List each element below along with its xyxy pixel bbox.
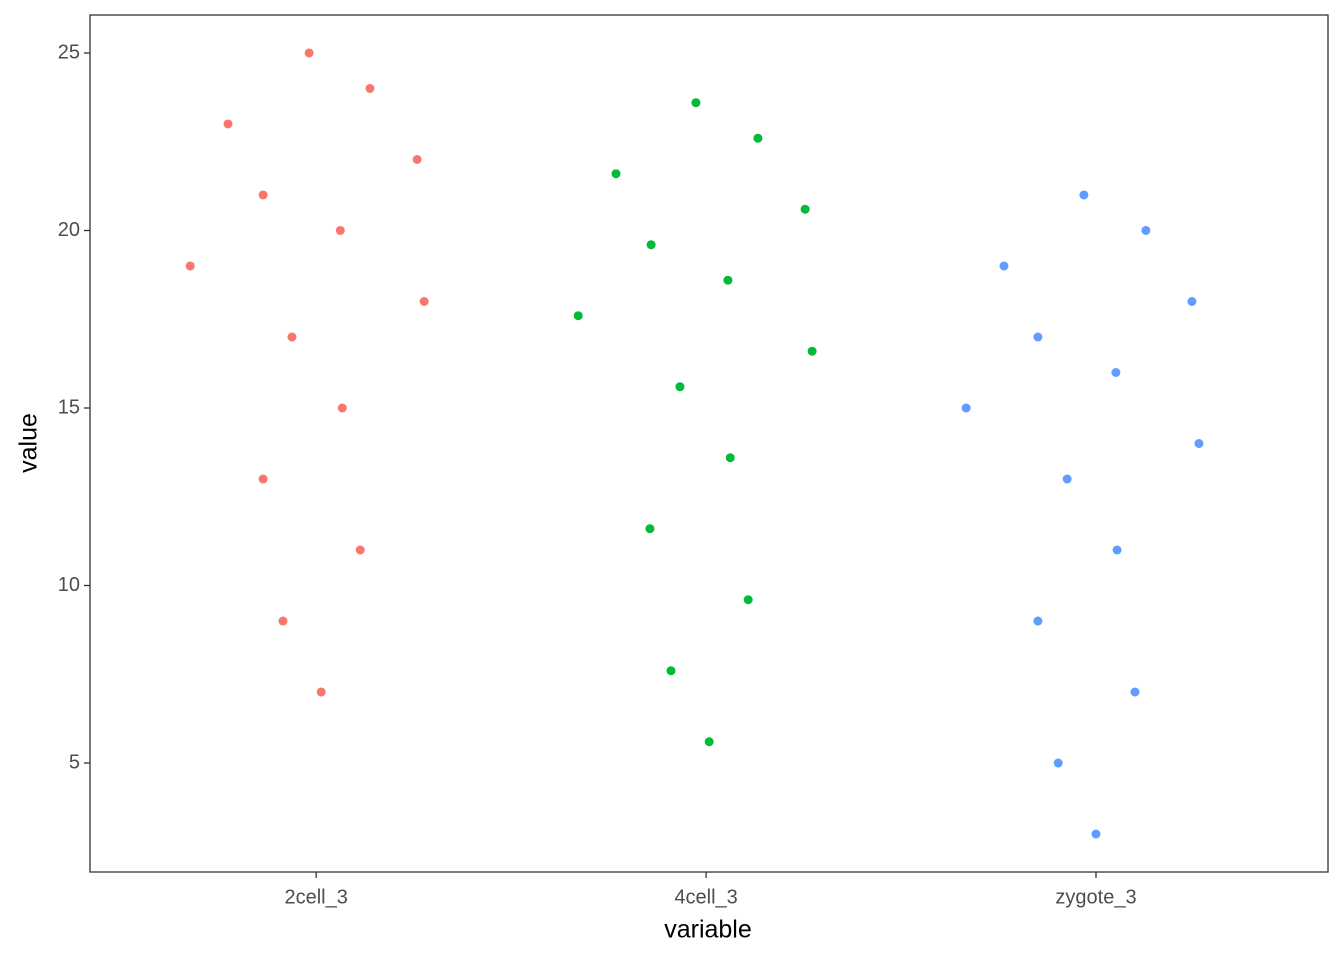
- point: [337, 403, 347, 413]
- point: [316, 687, 326, 697]
- y-tick-label: 10: [58, 574, 80, 596]
- point: [335, 225, 345, 235]
- point: [365, 83, 375, 93]
- point: [1079, 190, 1089, 200]
- point: [1141, 225, 1151, 235]
- plot-frame: [89, 14, 1329, 873]
- y-tick-label: 15: [58, 396, 80, 418]
- x-tick-label: 4cell_3: [674, 886, 737, 908]
- x-tick-label: zygote_3: [1055, 886, 1136, 908]
- point: [278, 616, 288, 626]
- point: [1112, 545, 1122, 555]
- x-tick-label: 2cell_3: [284, 886, 347, 908]
- point: [743, 595, 753, 605]
- point: [412, 154, 422, 164]
- point: [1033, 332, 1043, 342]
- point: [185, 261, 195, 271]
- point: [223, 119, 233, 129]
- point: [646, 240, 656, 250]
- point: [287, 332, 297, 342]
- point: [1091, 829, 1101, 839]
- point: [1130, 687, 1140, 697]
- point: [999, 261, 1009, 271]
- y-tick-label: 20: [58, 219, 80, 241]
- point: [675, 382, 685, 392]
- point: [304, 48, 314, 58]
- point: [258, 474, 268, 484]
- point: [961, 403, 971, 413]
- point: [1053, 758, 1063, 768]
- point: [355, 545, 365, 555]
- point: [807, 346, 817, 356]
- y-tick-label: 5: [69, 751, 80, 773]
- y-axis-title: value: [15, 413, 43, 473]
- point: [1187, 296, 1197, 306]
- point: [1062, 474, 1072, 484]
- point: [723, 275, 733, 285]
- point: [645, 524, 655, 534]
- point: [666, 666, 676, 676]
- point: [725, 453, 735, 463]
- point: [258, 190, 268, 200]
- point: [419, 296, 429, 306]
- point: [1033, 616, 1043, 626]
- point: [691, 98, 701, 108]
- point: [753, 133, 763, 143]
- point: [1194, 439, 1204, 448]
- point: [611, 169, 621, 179]
- y-tick-label: 25: [58, 41, 80, 63]
- x-axis-title: variable: [664, 916, 752, 944]
- point: [573, 311, 583, 321]
- point: [800, 204, 810, 214]
- point: [704, 737, 714, 747]
- point: [1111, 367, 1121, 377]
